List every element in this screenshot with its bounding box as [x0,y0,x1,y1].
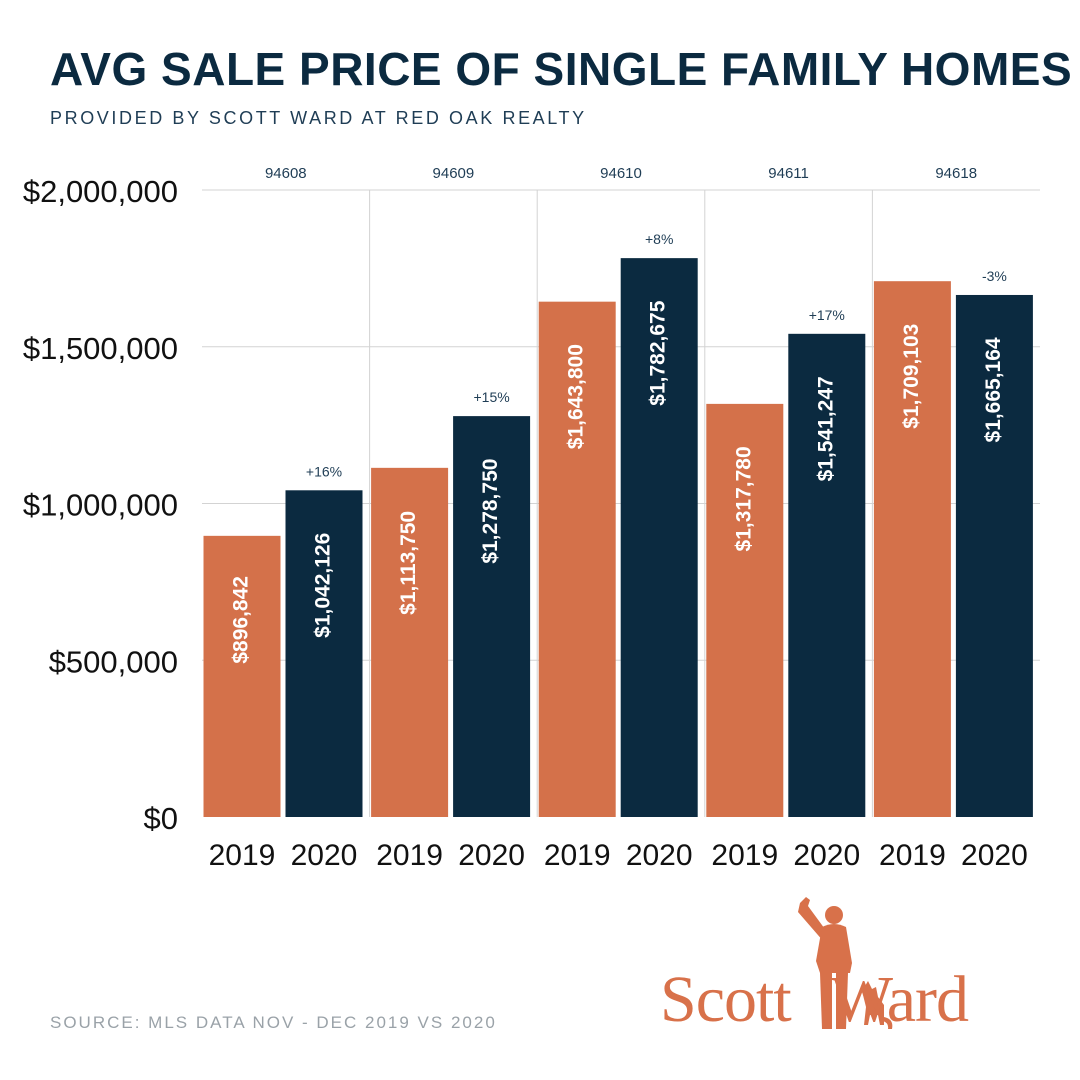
bar-value-label: $1,709,103 [900,324,923,429]
x-tick-label: 2020 [793,839,860,872]
y-tick-label: $1,000,000 [23,488,178,523]
zip-label: 94611 [768,165,809,182]
change-annotation: +16% [306,463,342,479]
y-tick-label: $500,000 [49,644,178,679]
bar-2020 [955,294,1033,818]
x-tick-label: 2019 [711,839,778,872]
x-tick-label: 2019 [209,839,276,872]
bar-2020 [620,258,698,818]
x-tick-label: 2020 [961,839,1028,872]
logo-last-name: Ward [830,963,969,1036]
logo-first-name: Scott [660,963,792,1036]
change-annotation: +15% [473,389,509,405]
zip-label: 94618 [935,165,977,182]
bar-2019 [203,535,281,817]
zip-label: 94609 [433,165,475,182]
logo-wordmark: Scott Ward [660,967,1050,1033]
bar-value-label: $1,541,247 [814,376,837,481]
y-tick-label: $1,500,000 [23,331,178,366]
bar-value-label: $1,643,800 [565,344,588,449]
zip-label: 94610 [600,165,642,182]
bar-2019 [371,467,449,817]
chart-title: AVG SALE PRICE OF SINGLE FAMILY HOMES [50,43,1073,95]
bar-value-label: $1,782,675 [647,300,670,405]
x-tick-label: 2019 [376,839,443,872]
bar-2020 [788,333,866,817]
bar-2020 [453,416,531,817]
chart-subtitle: PROVIDED BY SCOTT WARD AT RED OAK REALTY [50,108,587,128]
bar-value-label: $1,317,780 [732,446,755,551]
x-tick-label: 2019 [879,839,946,872]
bar-value-label: $1,665,164 [982,337,1005,442]
bar-2019 [538,301,616,817]
y-tick-label: $0 [144,801,178,836]
bar-value-label: $1,042,126 [312,533,335,638]
change-annotation: +8% [645,231,673,247]
change-annotation: +17% [809,307,845,323]
bar-value-label: $896,842 [230,576,253,664]
bar-2019 [706,403,784,817]
bar-2019 [873,281,951,818]
bar-value-label: $1,113,750 [397,511,420,615]
bar-value-label: $1,278,750 [479,459,502,564]
x-tick-label: 2020 [626,839,693,872]
x-tick-label: 2019 [544,839,611,872]
x-tick-label: 2020 [291,839,358,872]
y-tick-label: $2,000,000 [23,174,178,209]
bar-2020 [285,490,363,817]
x-tick-label: 2020 [458,839,525,872]
zip-label: 94608 [265,165,307,182]
change-annotation: -3% [982,268,1007,284]
man-waving-icon [798,897,893,1029]
scott-ward-logo: Scott Ward [660,895,1050,1045]
source-note: SOURCE: MLS DATA NOV - DEC 2019 VS 2020 [50,1013,497,1032]
